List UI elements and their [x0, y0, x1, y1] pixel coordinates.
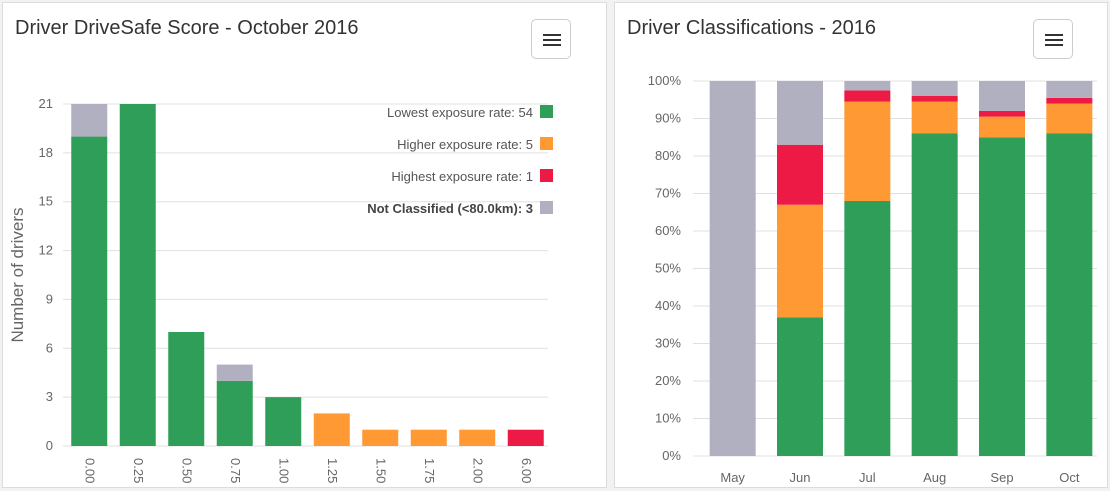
bar-orange-Aug[interactable] — [911, 101, 958, 134]
bar-gray-May[interactable] — [709, 81, 756, 456]
y-tick-label: 12 — [39, 243, 53, 258]
y-axis-title: Number of drivers — [8, 207, 27, 342]
y-tick-label: 100% — [648, 73, 682, 88]
bar-orange-1.50[interactable] — [362, 429, 399, 446]
x-tick-label: Jul — [859, 470, 876, 485]
x-tick-label: 1.25 — [325, 458, 340, 483]
bar-orange-1.75[interactable] — [410, 429, 447, 446]
driver-classifications-chart: 0% 10% 20% 30% 40% 50% 60% 70% 80% 90% 100% May Jun J… — [648, 73, 1097, 485]
bar-orange-Jun[interactable] — [777, 204, 823, 318]
bar-orange-2.00[interactable] — [459, 429, 496, 446]
x-tick-label: 0.00 — [82, 458, 97, 483]
hamburger-menu-icon-bar — [1045, 44, 1063, 46]
bar-red-Jul[interactable] — [844, 90, 891, 102]
hamburger-menu-icon-bar — [543, 39, 561, 41]
bar-green-0.25[interactable] — [119, 104, 156, 446]
bar-orange-Oct[interactable] — [1046, 103, 1093, 134]
x-tick-label: Sep — [990, 470, 1013, 485]
y-tick-label: 70% — [655, 186, 681, 201]
legend-label-green[interactable]: Lowest exposure rate: 54 — [387, 105, 533, 120]
legend-swatch-green[interactable] — [540, 105, 553, 118]
bar-gray-Aug[interactable] — [911, 81, 958, 96]
left-chart-menu-button[interactable] — [531, 19, 571, 59]
x-tick-label: 2.00 — [470, 458, 485, 483]
right-chart-title: Driver Classifications - 2016 — [627, 17, 876, 39]
legend-label-orange[interactable]: Higher exposure rate: 5 — [397, 137, 533, 152]
bar-green-0.75[interactable] — [216, 380, 253, 446]
y-tick-label: 40% — [655, 298, 681, 313]
bar-green-0.00[interactable] — [71, 136, 108, 447]
bar-green-0.50[interactable] — [168, 332, 205, 446]
bar-red-Aug[interactable] — [911, 96, 958, 102]
bar-orange-Sep[interactable] — [979, 116, 1025, 138]
left-chart-title: Driver DriveSafe Score - October 2016 — [15, 17, 359, 39]
y-tick-label: 20% — [655, 373, 681, 388]
legend-swatch-red[interactable] — [540, 169, 553, 182]
right-chart-menu-button[interactable] — [1033, 19, 1073, 59]
bar-red-6.00[interactable] — [507, 429, 544, 446]
legend-swatch-gray[interactable] — [540, 201, 553, 214]
y-tick-label: 3 — [46, 389, 53, 404]
bar-red-Oct[interactable] — [1046, 97, 1093, 104]
y-tick-label: 50% — [655, 261, 681, 276]
y-tick-label: 30% — [655, 336, 681, 351]
x-tick-label: 0.75 — [228, 458, 243, 483]
bar-green-Oct[interactable] — [1046, 133, 1093, 457]
legend-label-red[interactable]: Highest exposure rate: 1 — [391, 169, 533, 184]
hamburger-menu-icon — [543, 34, 561, 36]
x-tick-label: Jun — [790, 470, 811, 485]
x-tick-label: Aug — [923, 470, 946, 485]
legend-label-gray[interactable]: Not Classified (<80.0km): 3 — [367, 201, 533, 216]
bar-green-Sep[interactable] — [979, 137, 1025, 456]
driver-classifications-panel: Driver Classifications - 2016 0% 10% 20% 30… — [614, 2, 1108, 488]
y-tick-label: 21 — [39, 96, 53, 111]
y-tick-label: 0% — [662, 448, 681, 463]
bar-orange-1.25[interactable] — [313, 413, 350, 446]
drivesafe-score-chart: 0 3 6 9 12 15 18 21 Number of drivers 0.00 0.25 0.5… — [8, 96, 553, 483]
x-tick-label: 1.50 — [373, 458, 388, 483]
x-tick-label: Oct — [1059, 470, 1080, 485]
x-tick-label: 1.00 — [276, 458, 291, 483]
y-tick-label: 15 — [39, 194, 53, 209]
x-tick-label: May — [720, 470, 745, 485]
bar-gray-Jun[interactable] — [777, 81, 823, 145]
bar-red-Sep[interactable] — [979, 111, 1025, 117]
bar-gray-Sep[interactable] — [979, 81, 1025, 111]
y-tick-label: 6 — [46, 340, 53, 355]
y-tick-label: 60% — [655, 223, 681, 238]
y-tick-label: 0 — [46, 438, 53, 453]
x-tick-label: 0.50 — [179, 458, 194, 483]
bar-green-Jul[interactable] — [844, 201, 891, 456]
y-tick-label: 90% — [655, 111, 681, 126]
bar-orange-Jul[interactable] — [844, 101, 891, 201]
bar-gray-0.00[interactable] — [71, 104, 108, 137]
x-tick-label: 6.00 — [519, 458, 534, 483]
y-tick-label: 18 — [39, 145, 53, 160]
y-tick-label: 9 — [46, 291, 53, 306]
drivesafe-score-panel: Driver DriveSafe Score - October 2016 0 3… — [2, 2, 607, 488]
hamburger-menu-icon — [1045, 34, 1063, 36]
x-tick-label: 1.75 — [422, 458, 437, 483]
legend-swatch-orange[interactable] — [540, 137, 553, 150]
hamburger-menu-icon-bar — [543, 44, 561, 46]
bar-gray-Jul[interactable] — [844, 81, 891, 91]
bar-gray-Oct[interactable] — [1046, 81, 1093, 98]
bar-gray-0.75[interactable] — [216, 364, 253, 381]
bar-green-1.00[interactable] — [265, 397, 302, 446]
y-tick-label: 10% — [655, 411, 681, 426]
bar-green-Aug[interactable] — [911, 133, 958, 457]
y-tick-label: 80% — [655, 148, 681, 163]
hamburger-menu-icon-bar — [1045, 39, 1063, 41]
bar-red-Jun[interactable] — [777, 144, 823, 205]
x-tick-label: 0.25 — [131, 458, 146, 483]
bar-green-Jun[interactable] — [777, 317, 823, 456]
